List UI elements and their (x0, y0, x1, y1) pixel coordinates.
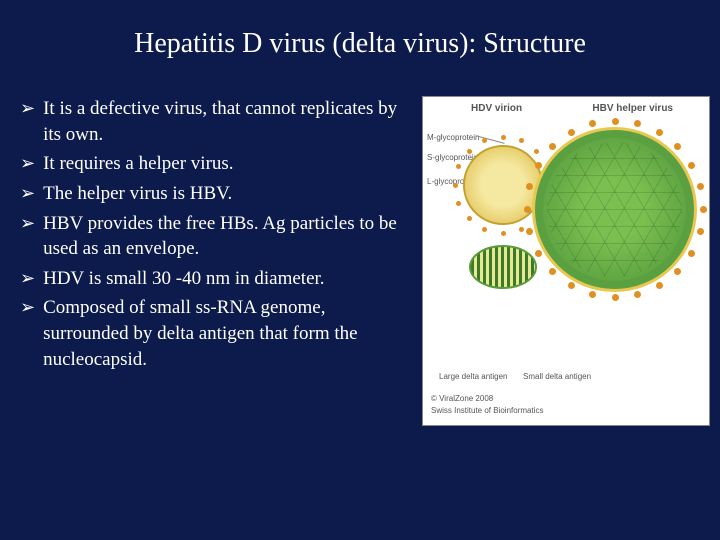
spike-icon (549, 143, 556, 150)
spike-icon (453, 183, 458, 188)
spike-icon (467, 216, 472, 221)
spike-icon (535, 250, 542, 257)
spike-icon (674, 143, 681, 150)
small-delta-label: Small delta antigen (523, 372, 591, 381)
page-title: Hepatitis D virus (delta virus): Structu… (0, 0, 720, 96)
list-item-text: Composed of small ss-RNA genome, surroun… (43, 295, 414, 372)
chevron-right-icon: ➢ (20, 266, 35, 290)
list-item-text: HBV provides the free HBs. Ag particles … (43, 211, 414, 262)
list-item-text: The helper virus is HBV. (43, 181, 414, 207)
spike-icon (589, 291, 596, 298)
bullet-list: ➢ It is a defective virus, that cannot r… (20, 96, 422, 426)
spike-icon (535, 162, 542, 169)
spike-icon (568, 282, 575, 289)
list-item-text: It is a defective virus, that cannot rep… (43, 96, 414, 147)
list-item: ➢ The helper virus is HBV. (20, 181, 414, 207)
spike-icon (688, 162, 695, 169)
spike-icon (700, 206, 707, 213)
list-item-text: It requires a helper virus. (43, 151, 414, 177)
list-item: ➢ It is a defective virus, that cannot r… (20, 96, 414, 147)
content-area: ➢ It is a defective virus, that cannot r… (0, 96, 720, 426)
chevron-right-icon: ➢ (20, 96, 35, 120)
list-item: ➢ Composed of small ss-RNA genome, surro… (20, 295, 414, 372)
spike-icon (526, 183, 533, 190)
spike-icon (482, 138, 487, 143)
spike-icon (456, 164, 461, 169)
spike-icon (456, 201, 461, 206)
spike-icon (612, 118, 619, 125)
spike-icon (568, 129, 575, 136)
list-item: ➢ It requires a helper virus. (20, 151, 414, 177)
spike-icon (467, 149, 472, 154)
chevron-right-icon: ➢ (20, 211, 35, 235)
spike-icon (656, 282, 663, 289)
spike-icon (634, 291, 641, 298)
spike-icon (688, 250, 695, 257)
chevron-right-icon: ➢ (20, 151, 35, 175)
virus-structure-diagram: HDV virion HBV helper virus M-glycoprote… (422, 96, 710, 426)
hbv-helper-label: HBV helper virus (592, 103, 673, 114)
hbv-helper-shape (532, 127, 697, 292)
list-item: ➢ HBV provides the free HBs. Ag particle… (20, 211, 414, 262)
spike-icon (549, 268, 556, 275)
spike-icon (519, 227, 524, 232)
spike-icon (501, 135, 506, 140)
large-delta-label: Large delta antigen (439, 372, 508, 381)
figure-credit: © ViralZone 2008 (431, 394, 493, 403)
chevron-right-icon: ➢ (20, 295, 35, 319)
hbv-capsid-facets (547, 142, 682, 277)
spike-icon (482, 227, 487, 232)
chevron-right-icon: ➢ (20, 181, 35, 205)
spike-icon (519, 138, 524, 143)
spike-icon (612, 294, 619, 301)
figure-credit: Swiss Institute of Bioinformatics (431, 406, 543, 415)
spike-icon (589, 120, 596, 127)
spike-icon (674, 268, 681, 275)
list-item-text: HDV is small 30 -40 nm in diameter. (43, 266, 414, 292)
spike-icon (526, 228, 533, 235)
spike-icon (656, 129, 663, 136)
hdv-virion-label: HDV virion (471, 103, 522, 114)
spike-icon (524, 206, 531, 213)
spike-icon (697, 183, 704, 190)
spike-icon (634, 120, 641, 127)
list-item: ➢ HDV is small 30 -40 nm in diameter. (20, 266, 414, 292)
spike-icon (697, 228, 704, 235)
spike-icon (501, 231, 506, 236)
